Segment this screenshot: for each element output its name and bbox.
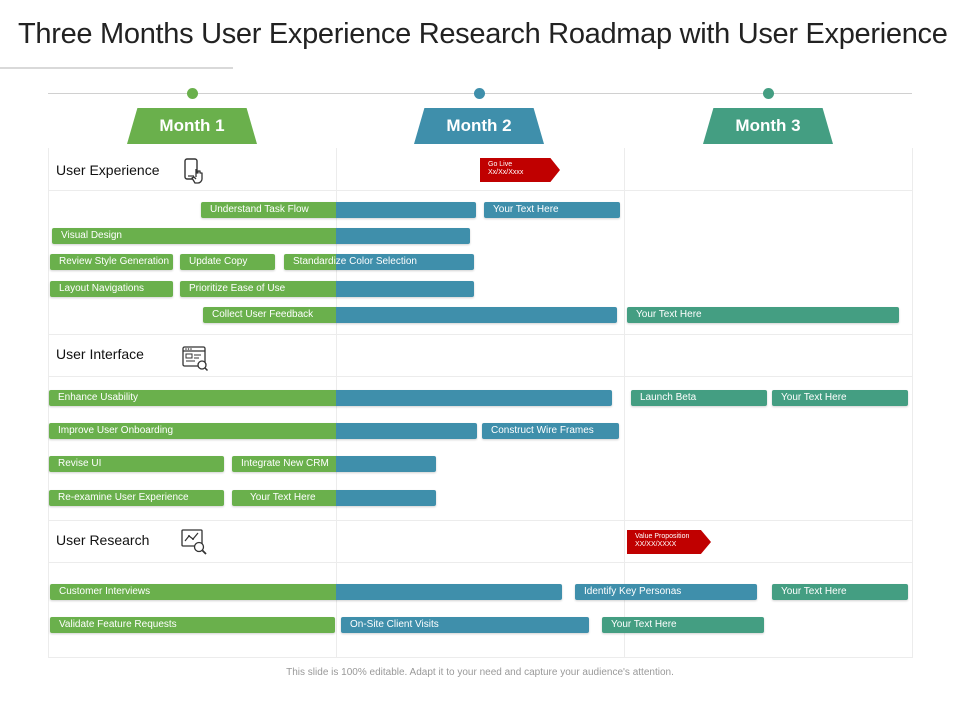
gantt-bar-launch-beta: Launch Beta — [631, 390, 767, 406]
timeline-dot-month-2 — [474, 88, 485, 99]
section-label-user-interface: User Interface — [56, 346, 144, 362]
browser-window-icon — [182, 346, 209, 372]
footer-note: This slide is 100% editable. Adapt it to… — [286, 667, 674, 678]
gantt-bar-understand-task-flow: Understand Task Flow — [201, 202, 476, 218]
gantt-bar-collect-user-feedback: Collect User Feedback — [203, 307, 617, 323]
gantt-bar-customer-interviews: Customer Interviews — [50, 584, 562, 600]
grid-line — [48, 657, 912, 658]
milestone-date: Xx/Xx/Xxxx — [488, 169, 524, 176]
grid-line — [48, 520, 912, 521]
grid-line — [48, 190, 912, 191]
gantt-bar-revise-ui: Revise UI — [49, 456, 224, 472]
month-2-tab: Month 2 — [414, 108, 544, 144]
grid-line — [48, 562, 912, 563]
gantt-bar-identify-key-personas: Identify Key Personas — [575, 584, 757, 600]
gantt-bar-improve-user-onboarding: Improve User Onboarding — [49, 423, 477, 439]
gantt-bar-ur-text-2: Your Text Here — [602, 617, 764, 633]
gantt-bar-layout-navigations: Layout Navigations — [50, 281, 173, 297]
gantt-bar-validate-feature-requests: Validate Feature Requests — [50, 617, 335, 633]
milestone-value-proposition: Value Proposition XX/XX/XXXX — [627, 530, 711, 554]
timeline-dot-month-3 — [763, 88, 774, 99]
gantt-bar-standardize-color-selection: Standardize Color Selection — [284, 254, 474, 270]
gantt-bar-ui-text-1: Your Text Here — [772, 390, 908, 406]
touch-screen-icon — [184, 158, 203, 184]
milestone-go-live: Go Live Xx/Xx/Xxxx — [480, 158, 560, 182]
title-underline — [0, 67, 233, 69]
section-label-user-research: User Research — [56, 532, 150, 548]
gantt-bar-ui-text-2: Your Text Here — [232, 490, 436, 506]
gantt-bar-ur-text-1: Your Text Here — [772, 584, 908, 600]
milestone-title: Value Proposition — [635, 533, 690, 540]
grid-line — [624, 148, 625, 658]
gantt-bar-integrate-new-crm: Integrate New CRM — [232, 456, 436, 472]
grid-line — [48, 334, 912, 335]
milestone-title: Go Live — [488, 161, 513, 168]
page-title: Three Months User Experience Research Ro… — [18, 18, 948, 50]
milestone-date: XX/XX/XXXX — [635, 541, 677, 548]
gantt-bar-construct-wire-frames: Construct Wire Frames — [482, 423, 619, 439]
grid-line — [48, 376, 912, 377]
timeline-dot-month-1 — [187, 88, 198, 99]
gantt-bar-review-style-generation: Review Style Generation — [50, 254, 173, 270]
month-3-tab: Month 3 — [703, 108, 833, 144]
month-1-tab: Month 1 — [127, 108, 257, 144]
gantt-bar-ux-text-1: Your Text Here — [484, 202, 620, 218]
gantt-bar-enhance-usability: Enhance Usability — [49, 390, 612, 406]
gantt-bar-onsite-client-visits: On-Site Client Visits — [341, 617, 589, 633]
gantt-bar-update-copy: Update Copy — [180, 254, 275, 270]
gantt-bar-reexamine-user-experience: Re-examine User Experience — [49, 490, 224, 506]
gantt-bar-prioritize-ease-of-use: Prioritize Ease of Use — [180, 281, 474, 297]
chart-magnifier-icon — [181, 529, 207, 555]
gantt-bar-ux-text-2: Your Text Here — [627, 307, 899, 323]
gantt-bar-visual-design: Visual Design — [52, 228, 470, 244]
section-label-user-experience: User Experience — [56, 162, 160, 178]
grid-line — [912, 148, 913, 658]
grid-line — [48, 148, 49, 658]
